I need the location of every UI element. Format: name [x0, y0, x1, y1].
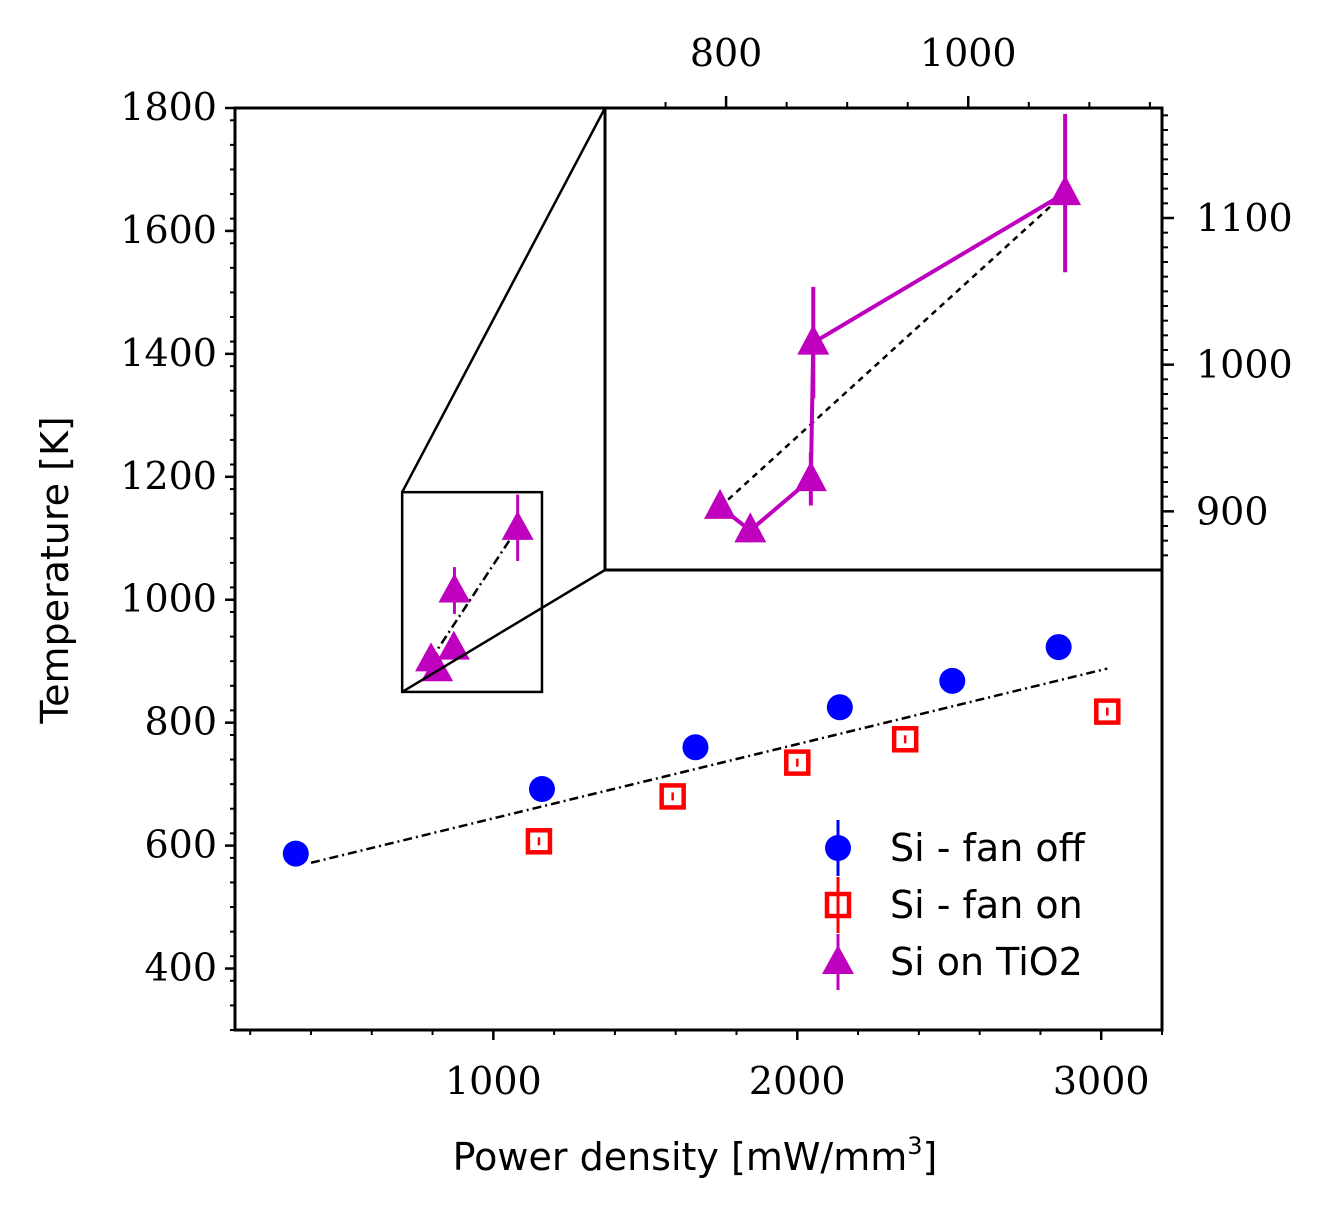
data-point-1 [891, 726, 919, 753]
inset-data-point [797, 324, 830, 355]
x-tick-label: 1000 [445, 1059, 542, 1103]
inset-data-point [734, 512, 767, 543]
x-tick-label: 2000 [749, 1059, 846, 1103]
data-point-1 [525, 828, 553, 855]
y-axis-label: Temperature [K] [33, 416, 77, 724]
data-point-2 [437, 630, 470, 660]
inset-plot: 800 1000 900 1000 1100 [603, 31, 1293, 572]
y-tick-label: 1000 [120, 577, 217, 621]
inset-fit-line [719, 192, 1066, 508]
legend: Si - fan off Si - fan on Si on TiO2 [822, 820, 1086, 990]
legend-marker-0 [825, 835, 851, 861]
inset-x-tick-label: 1000 [920, 31, 1017, 75]
data-point-2 [421, 652, 454, 682]
legend-label-1: Si - fan on [890, 883, 1083, 927]
data-point-0 [1045, 634, 1072, 661]
y-tick-label: 1800 [120, 85, 217, 129]
y-tick-label: 600 [144, 823, 217, 867]
y-tick-label: 1200 [120, 454, 217, 498]
inset-data-point [1049, 175, 1082, 206]
inset-data-point [704, 488, 737, 519]
fit-line-0 [310, 667, 1108, 865]
inset-y-tick-label: 900 [1196, 489, 1269, 533]
data-point-0 [682, 734, 709, 761]
zoom-connectors [401, 107, 607, 694]
inset-data-point [794, 461, 827, 492]
data-point-0 [939, 667, 966, 694]
x-tick-label: 3000 [1053, 1059, 1150, 1103]
main-plot: 400 600 800 1000 1200 1400 1600 1800 1000 2000 300… [120, 85, 1164, 1103]
data-point-0 [282, 840, 309, 867]
data-point-0 [528, 776, 555, 803]
fit-line-1 [429, 527, 519, 661]
connector-top [401, 107, 607, 493]
axis-labels: Power density [mW/mm3] Temperature [K] [33, 416, 937, 1179]
data-point-0 [826, 694, 853, 721]
data-point-1 [784, 749, 811, 776]
x-axis-label: Power density [mW/mm3] [453, 1132, 938, 1179]
legend-marker-2 [822, 945, 854, 974]
legend-label-2: Si on TiO2 [890, 940, 1083, 984]
legend-label-0: Si - fan off [890, 826, 1086, 870]
y-tick-label: 400 [144, 946, 217, 990]
data-point-2 [438, 573, 471, 603]
y-tick-label: 800 [144, 700, 217, 744]
inset-frame [603, 106, 1164, 572]
y-tick-label: 1400 [120, 331, 217, 375]
data-point-2 [501, 510, 534, 540]
data-point-1 [1094, 698, 1121, 725]
legend-marker-1 [824, 891, 852, 919]
y-tick-label: 1600 [120, 208, 217, 252]
inset-y-tick-label: 1100 [1196, 196, 1293, 240]
connector-bottom [401, 568, 606, 694]
zoom-box [400, 490, 544, 694]
data-point-1 [659, 783, 686, 810]
inset-y-tick-label: 1000 [1196, 343, 1293, 387]
inset-x-tick-label: 800 [690, 31, 763, 75]
